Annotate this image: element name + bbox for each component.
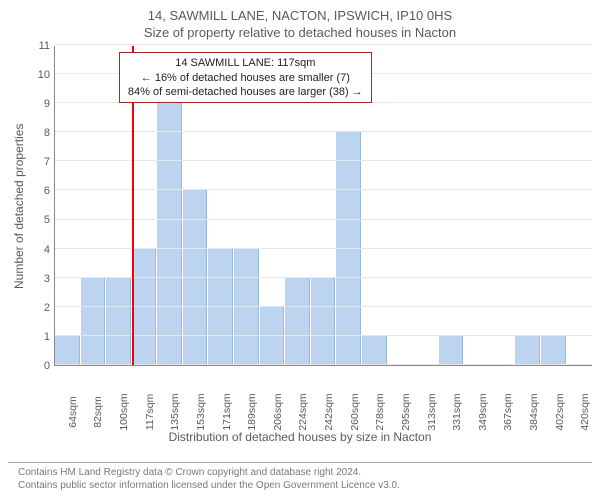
annotation-line: 84% of semi-detached houses are larger (… [128, 85, 363, 99]
x-tick: 420sqm [579, 393, 591, 430]
x-tick: 384sqm [528, 393, 540, 430]
annotation-box: 14 SAWMILL LANE: 117sqm← 16% of detached… [119, 52, 372, 103]
bar [362, 335, 387, 365]
x-tick: 117sqm [144, 394, 156, 431]
bar [285, 277, 310, 365]
x-tick: 242sqm [323, 393, 335, 430]
x-tick: 189sqm [246, 393, 258, 430]
y-axis-ticks: 01234567891011 [30, 46, 54, 366]
bar [515, 335, 540, 365]
bar [439, 335, 464, 365]
gridline [55, 248, 592, 249]
gridline [55, 44, 592, 45]
x-tick: 224sqm [297, 393, 309, 430]
gridline [55, 131, 592, 132]
x-tick: 295sqm [400, 393, 412, 430]
x-tick: 82sqm [92, 396, 104, 428]
x-tick: 331sqm [451, 393, 463, 430]
gridline [55, 189, 592, 190]
bar [541, 335, 566, 365]
x-tick: 313sqm [426, 393, 438, 430]
bar [55, 335, 80, 365]
bar [106, 277, 131, 365]
x-tick: 260sqm [349, 393, 361, 430]
y-axis-label: Number of detached properties [8, 46, 30, 366]
x-tick: 278sqm [374, 393, 386, 430]
x-tick: 402sqm [554, 393, 566, 430]
footnote-line-1: Contains HM Land Registry data © Crown c… [18, 467, 592, 480]
x-tick: 64sqm [67, 396, 79, 428]
footnote-line-2: Contains public sector information licen… [18, 480, 592, 493]
footnote: Contains HM Land Registry data © Crown c… [8, 462, 592, 492]
bar [157, 102, 182, 365]
gridline [55, 219, 592, 220]
bar [311, 277, 336, 365]
x-tick: 367sqm [502, 393, 514, 430]
gridline [55, 306, 592, 307]
x-tick: 206sqm [272, 393, 284, 430]
gridline [55, 277, 592, 278]
annotation-line: 14 SAWMILL LANE: 117sqm [128, 56, 363, 70]
gridline [55, 160, 592, 161]
plot-area: 14 SAWMILL LANE: 117sqm← 16% of detached… [54, 46, 592, 366]
bar [81, 277, 106, 365]
x-tick: 171sqm [221, 393, 233, 430]
annotation-line: ← 16% of detached houses are smaller (7) [128, 71, 363, 85]
chart-title-sub: Size of property relative to detached ho… [8, 25, 592, 40]
chart-container: 14, SAWMILL LANE, NACTON, IPSWICH, IP10 … [8, 8, 592, 492]
x-tick: 135sqm [169, 393, 181, 430]
chart-title-main: 14, SAWMILL LANE, NACTON, IPSWICH, IP10 … [8, 8, 592, 23]
gridline [55, 335, 592, 336]
x-tick: 349sqm [477, 393, 489, 430]
x-axis-ticks: 64sqm82sqm100sqm117sqm135sqm153sqm171sqm… [54, 366, 592, 424]
x-axis-label: Distribution of detached houses by size … [8, 430, 592, 444]
x-tick: 100sqm [118, 393, 130, 430]
gridline [55, 364, 592, 365]
x-tick: 153sqm [195, 393, 207, 430]
